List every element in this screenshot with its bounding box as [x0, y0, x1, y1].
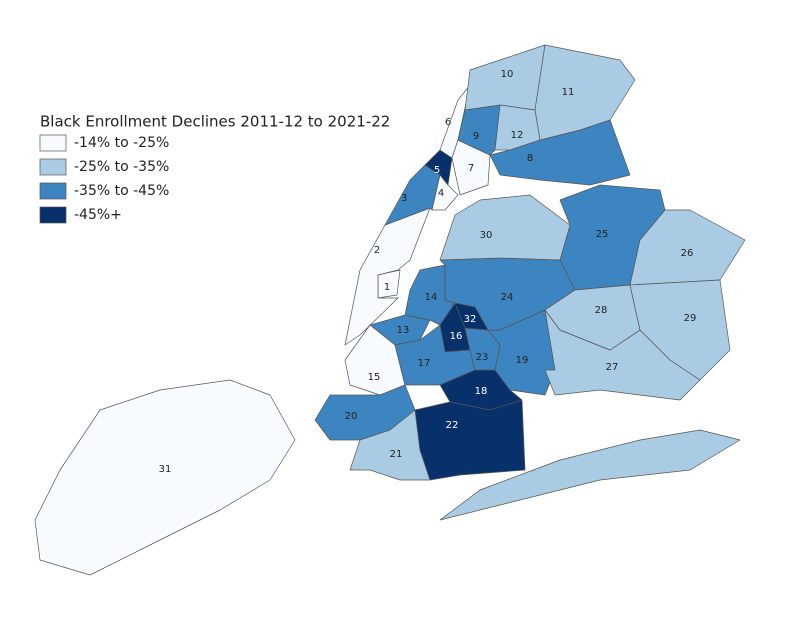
district-label: 18: [475, 386, 488, 397]
district-area: [34, 379, 296, 576]
district-label: 20: [345, 411, 358, 422]
district-label: 29: [684, 313, 697, 324]
district-label: 15: [368, 372, 381, 383]
district-area: [454, 302, 489, 331]
district-area: [451, 139, 491, 196]
district-label: 1: [384, 282, 390, 293]
district-label: 32: [464, 314, 477, 325]
legend: -14% to -25% -25% to -35% -35% to -45% -45%…: [39, 134, 169, 224]
district-label: 27: [606, 362, 619, 373]
district-label: 24: [501, 292, 514, 303]
district-label: 30: [480, 230, 493, 241]
district-label: 23: [476, 352, 489, 363]
district-label: 11: [562, 87, 575, 98]
district-label: 22: [446, 420, 459, 431]
district-label: 16: [450, 331, 463, 342]
district-label: 7: [468, 163, 474, 174]
district-area: [439, 194, 571, 261]
district-label: 19: [516, 355, 529, 366]
legend-label: -35% to -45%: [74, 183, 169, 199]
district-label: 17: [418, 358, 431, 369]
legend-swatch: [39, 182, 67, 200]
district-label: 26: [681, 248, 694, 259]
district-label: 25: [596, 229, 609, 240]
district-label: 2: [374, 245, 380, 256]
district-label: 31: [159, 464, 172, 475]
district-label: 28: [595, 305, 608, 316]
district-label: 13: [397, 325, 410, 336]
legend-swatch: [39, 206, 67, 224]
district-area: [414, 399, 526, 481]
legend-label: -45%+: [74, 207, 122, 223]
district-area: [629, 279, 731, 381]
district-label: 8: [527, 153, 533, 164]
legend-label: -14% to -25%: [74, 135, 169, 151]
district-label: 4: [438, 188, 444, 199]
legend-label: -25% to -35%: [74, 159, 169, 175]
district-area: [344, 207, 431, 346]
district-label: 3: [401, 193, 407, 204]
districts: [34, 44, 746, 576]
district-area: [494, 104, 541, 151]
district-label: 6: [445, 117, 451, 128]
district-label: 21: [390, 449, 403, 460]
district-label: 5: [434, 165, 440, 176]
district-area: [424, 149, 453, 186]
district-label: 14: [425, 292, 438, 303]
district-label: 12: [511, 130, 524, 141]
legend-title: Black Enrollment Declines 2011-12 to 202…: [40, 113, 390, 131]
legend-swatch: [39, 134, 67, 152]
district-labels: 123 4567891011121314151617181920212223242…: [159, 69, 697, 475]
district-area: [439, 429, 741, 521]
district-area: [534, 44, 636, 141]
district-label: 9: [473, 131, 479, 142]
legend-swatch: [39, 158, 67, 176]
district-area: [439, 84, 471, 159]
district-label: 10: [501, 69, 514, 80]
district-area: [431, 174, 459, 211]
